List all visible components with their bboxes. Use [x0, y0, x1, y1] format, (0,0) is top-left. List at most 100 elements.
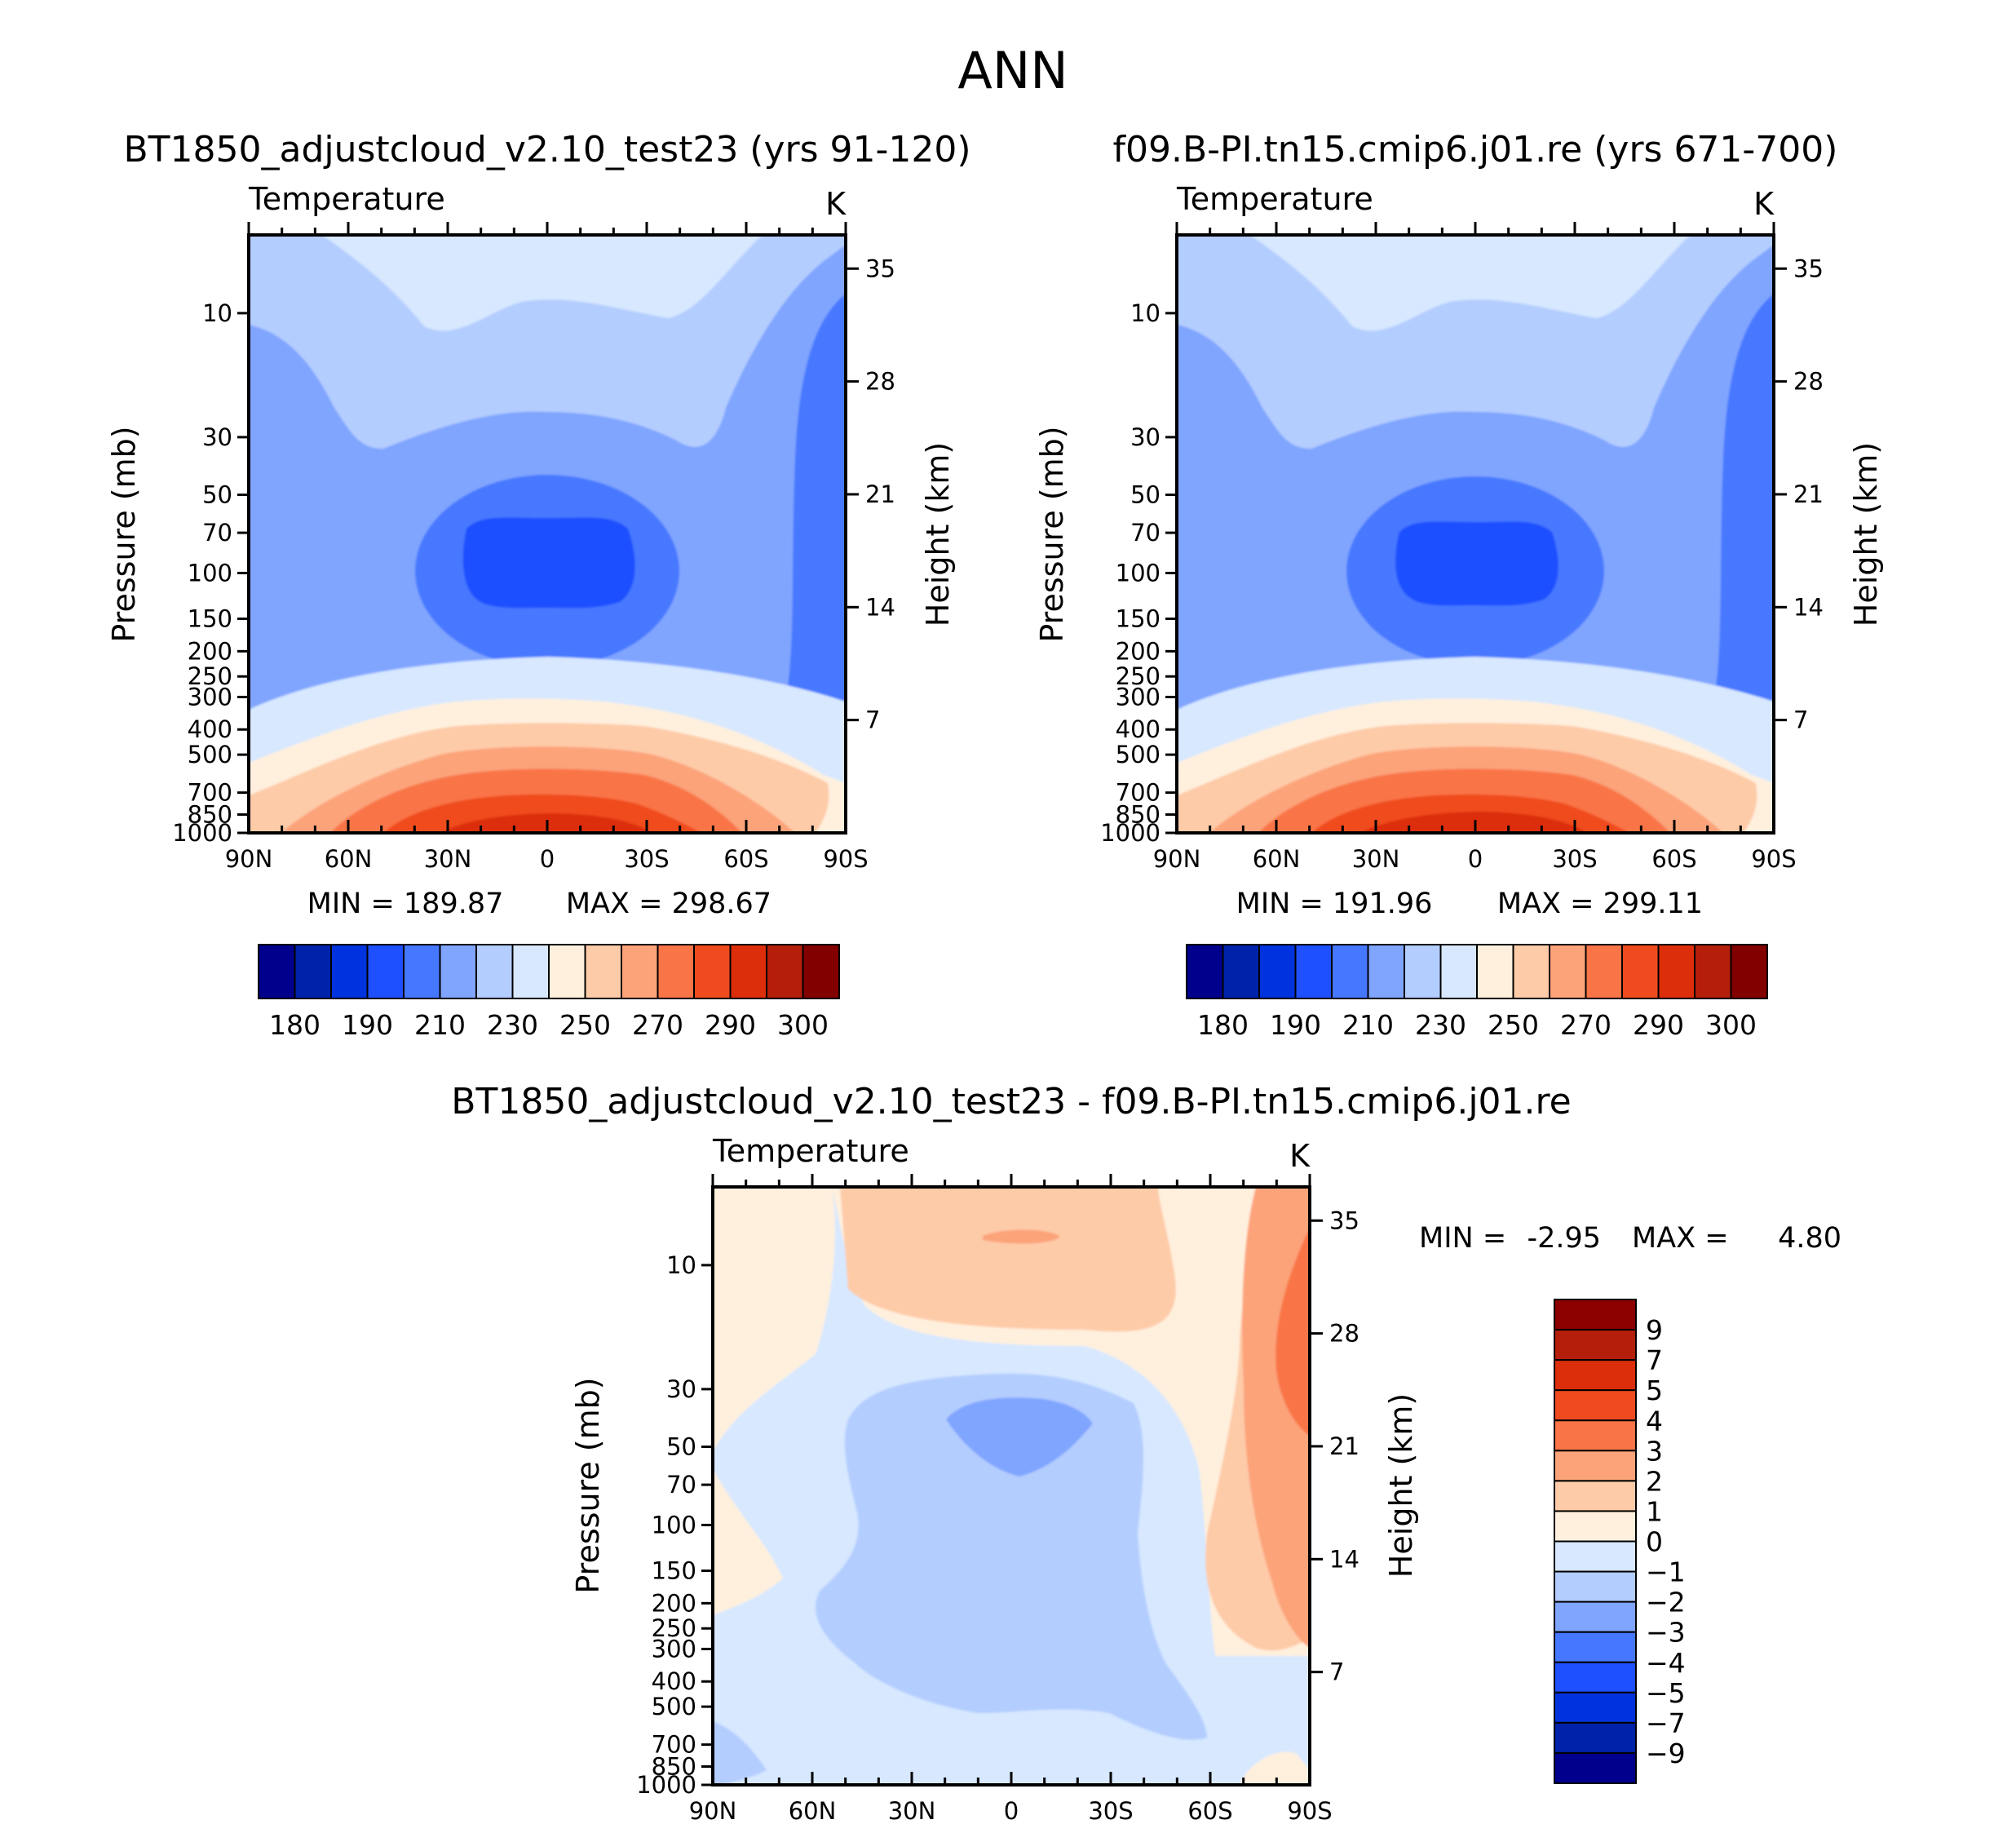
contour-fill: [249, 235, 846, 833]
y-tick-label: 250: [188, 662, 232, 690]
colorbar-label: 300: [777, 1009, 829, 1041]
contour-band-0-1-left: [713, 1468, 783, 1615]
x-tick-label: 60S: [1187, 1797, 1232, 1825]
y2-tick-label: 7: [865, 706, 880, 734]
contour-fill: [1177, 235, 1774, 833]
x-tick-label: 30N: [888, 1797, 936, 1825]
y-tick-label: 150: [188, 605, 232, 633]
colorbar-label: 2: [1646, 1465, 1663, 1497]
colorbar-swatch: [1657, 944, 1695, 999]
colorbar-label: 7: [1646, 1344, 1663, 1376]
y-tick-label: 70: [1130, 519, 1161, 547]
colorbar-swatch: [1476, 944, 1514, 999]
colorbar-swatch: [766, 944, 804, 999]
colorbar-label: −4: [1646, 1647, 1686, 1679]
colorbar-swatch: [1367, 944, 1405, 999]
colorbar-swatch: [1554, 1661, 1637, 1694]
y2-tick-label: 14: [1329, 1545, 1359, 1573]
colorbar-label: 180: [1197, 1009, 1249, 1041]
y-tick-label: 400: [1116, 715, 1161, 743]
y-axis-label: Pressure (mb): [570, 1377, 606, 1593]
colorbar-label: −2: [1646, 1587, 1686, 1618]
y-tick-label: 100: [652, 1511, 696, 1539]
colorbar-label: 3: [1646, 1435, 1663, 1467]
colorbar-swatch: [1554, 1540, 1637, 1573]
colorbar-label: 9: [1646, 1314, 1663, 1346]
y-tick-label: 1000: [636, 1771, 696, 1799]
colorbar-swatch: [657, 944, 695, 999]
panel-title: f09.B-PI.tn15.cmip6.j01.re (yrs 671-700): [1113, 129, 1838, 170]
y-tick-label: 200: [1116, 637, 1161, 665]
colorbar-swatch: [1554, 1510, 1637, 1543]
x-tick-label: 30N: [1352, 845, 1400, 873]
contour-band-200-210: [787, 294, 846, 702]
y-tick-label: 300: [188, 683, 232, 711]
variable-label: Temperature: [712, 1133, 909, 1169]
colorbar-swatch: [1621, 944, 1660, 999]
x-tick-label: 90N: [1153, 845, 1201, 873]
y-axis-label: Pressure (mb): [106, 426, 142, 642]
axes: 90N 60N 30N 0 30S 60S 90S103050701001502002503…: [172, 222, 895, 873]
min-label: MIN =: [1419, 1222, 1506, 1255]
colorbar-label: 1: [1646, 1495, 1663, 1527]
y-tick-label: 300: [1116, 683, 1161, 711]
colorbar-swatch: [439, 944, 477, 999]
y-tick-label: 50: [666, 1433, 696, 1461]
x-tick-label: 0: [540, 845, 555, 873]
x-tick-label: 30S: [1552, 845, 1597, 873]
colorbar-swatch: [1554, 1631, 1637, 1663]
colorbar-swatch: [1554, 1691, 1637, 1724]
y-tick-label: 250: [1116, 662, 1161, 690]
y2-tick-label: 21: [865, 480, 895, 508]
colorbar-swatch: [258, 944, 296, 999]
colorbar-swatch: [366, 944, 405, 999]
y2-axis-label: Height (km): [920, 442, 956, 626]
y-tick-label: 400: [188, 715, 232, 743]
colorbar-swatch: [802, 944, 840, 999]
colorbar-swatch: [475, 944, 514, 999]
colorbar-label: 210: [1342, 1009, 1394, 1041]
y-tick-label: 250: [652, 1614, 696, 1642]
y-tick-label: 50: [202, 481, 232, 509]
y-tick-label: 70: [202, 519, 232, 547]
y2-axis-label: Height (km): [1848, 442, 1884, 626]
y2-tick-label: 7: [1793, 706, 1808, 734]
max-label: MAX = 298.67: [566, 888, 771, 920]
colorbar-label: −5: [1646, 1677, 1686, 1709]
colorbar-label: 190: [1270, 1009, 1321, 1041]
y-tick-label: 1000: [172, 819, 232, 847]
contour-band-0-1-lower-right: [1240, 1751, 1310, 1785]
contour-band-295-300: [1360, 812, 1587, 833]
units-label: K: [825, 186, 847, 222]
colorbar-swatch: [1404, 944, 1442, 999]
x-tick-label: 0: [1004, 1797, 1019, 1825]
axes: 90N 60N 30N 0 30S 60S 90S103050701001502002503…: [636, 1174, 1359, 1825]
colorbar-swatch: [1554, 1450, 1637, 1482]
y2-tick-label: 21: [1329, 1432, 1359, 1460]
colorbar-label: −3: [1646, 1617, 1686, 1649]
colorbar-swatch: [1222, 944, 1260, 999]
panel-title: BT1850_adjustcloud_v2.10_test23 (yrs 91-…: [123, 129, 970, 170]
colorbar-swatch: [1554, 1419, 1637, 1452]
y2-tick-label: 21: [1793, 480, 1824, 508]
panel-title: BT1850_adjustcloud_v2.10_test23 - f09.B-…: [451, 1081, 1571, 1122]
colorbar-swatch: [1331, 944, 1369, 999]
y-tick-label: 70: [666, 1471, 696, 1499]
units-label: K: [1289, 1138, 1311, 1174]
colorbar-label: 300: [1705, 1009, 1757, 1041]
colorbar: 180 190 210 230 250 270 290 300: [1186, 944, 1768, 1041]
contour-band-2-3-small: [983, 1229, 1060, 1244]
y-tick-label: 30: [666, 1375, 696, 1403]
y2-tick-label: 28: [1329, 1320, 1359, 1348]
variable-label: Temperature: [248, 181, 445, 217]
y-tick-label: 150: [652, 1557, 696, 1585]
colorbar-label: 190: [342, 1009, 393, 1041]
x-tick-label: 90S: [1751, 845, 1796, 873]
contour-band-0-1-upper-left: [713, 1187, 835, 1452]
colorbar-swatch: [294, 944, 332, 999]
contour-band-3-4: [1275, 1228, 1310, 1436]
panel-difference: BT1850_adjustcloud_v2.10_test23 - f09.B-…: [451, 1081, 1841, 1825]
colorbar-swatch: [511, 944, 550, 999]
colorbar-swatch: [1694, 944, 1732, 999]
